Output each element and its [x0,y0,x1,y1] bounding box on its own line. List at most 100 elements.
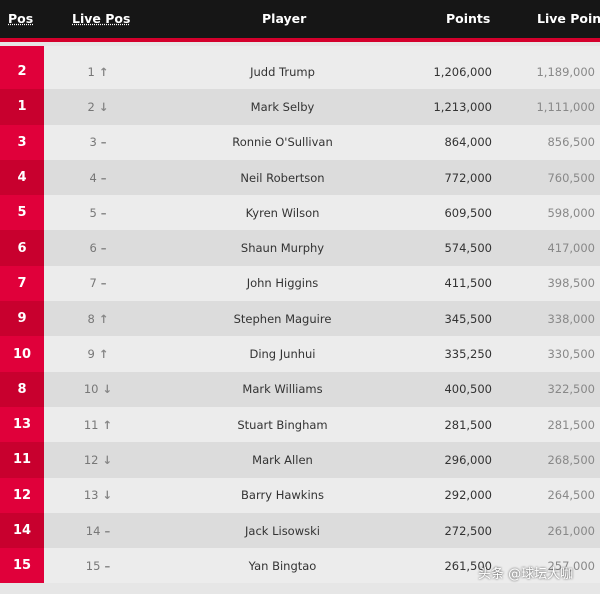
header-live-points: Live Points [537,11,600,26]
player-name[interactable]: Neil Robertson [240,170,325,185]
live-pos-cell: 10 ↓ [70,372,126,407]
player-name[interactable]: Ding Junhui [249,347,316,362]
trend-up-icon: ↑ [98,347,109,362]
player-name[interactable]: Mark Allen [252,452,313,467]
live-pos-value: 8 [87,311,95,326]
live-points-cell: 257,000 [547,558,595,573]
live-points-cell: 417,000 [547,241,595,256]
trend-same-icon: – [104,558,111,573]
points-cell: 335,250 [444,347,492,362]
player-name[interactable]: Mark Selby [250,99,315,114]
live-points-cell: 398,500 [547,276,595,291]
player-name[interactable]: Judd Trump [250,64,315,79]
live-points-cell: 856,500 [547,135,595,150]
table-row[interactable]: 7 7– John Higgins 411,500 398,500 [0,265,600,302]
live-pos-cell: 2 ↓ [70,89,126,124]
pos-cell: 11 [0,442,44,478]
player-name[interactable]: Jack Lisowski [245,523,320,538]
live-pos-cell: 9 ↑ [70,336,126,371]
live-points-cell: 261,000 [547,523,595,538]
trend-down-icon: ↓ [102,452,113,467]
points-cell: 261,500 [444,558,492,573]
live-pos-value: 11 [83,417,99,432]
player-name[interactable]: Mark Williams [242,382,323,397]
table-row[interactable]: 12 13 ↓ Barry Hawkins 292,000 264,500 [0,477,600,513]
live-pos-cell: 7– [70,266,126,301]
player-name[interactable]: John Higgins [246,276,319,291]
live-pos-cell: 5– [70,195,126,230]
table-row[interactable]: 4 4– Neil Robertson 772,000 760,500 [0,159,600,196]
live-pos-cell: 12 ↓ [70,442,126,477]
pos-cell: 2 [0,54,44,90]
table-row[interactable]: 6 6– Shaun Murphy 574,500 417,000 [0,230,600,266]
rankings-table: 2 1 ↑ Judd Trump 1,206,000 1,189,000 1 2 ↓ … [0,54,600,584]
live-pos-value: 14 [85,523,101,538]
live-points-cell: 268,500 [547,452,595,467]
table-row[interactable]: 1 2 ↓ Mark Selby 1,213,000 1,111,000 [0,89,600,125]
points-cell: 345,500 [444,311,492,326]
live-pos-cell: 3– [70,125,126,160]
points-cell: 1,206,000 [433,64,492,79]
live-pos-value: 12 [83,452,99,467]
trend-up-icon: ↑ [98,311,109,326]
player-name[interactable]: Ronnie O'Sullivan [232,135,333,150]
player-name[interactable]: Barry Hawkins [241,488,324,503]
header-player: Player [262,11,307,26]
live-pos-value: 5 [89,205,97,220]
player-name[interactable]: Stuart Bingham [237,417,328,432]
points-cell: 400,500 [444,382,492,397]
live-points-cell: 760,500 [547,170,595,185]
watermark: 头条 @球坛大咖 [478,567,574,582]
header-pos[interactable]: Pos [8,11,34,26]
live-pos-cell: 15– [70,548,126,583]
table-row[interactable]: 11 12 ↓ Mark Allen 296,000 268,500 [0,442,600,478]
table-row[interactable]: 15 15– Yan Bingtao 261,500 257,000 [0,548,600,584]
trend-up-icon: ↑ [98,64,109,79]
points-cell: 281,500 [444,417,492,432]
pos-cell: 12 [0,477,44,513]
points-cell: 292,000 [444,488,492,503]
trend-same-icon: – [100,135,107,150]
live-pos-cell: 11 ↑ [70,407,126,442]
trend-same-icon: – [100,205,107,220]
trend-same-icon: – [100,276,107,291]
pos-cell: 10 [0,336,44,372]
live-points-cell: 598,000 [547,205,595,220]
trend-same-icon: – [100,170,107,185]
pos-cell: 4 [0,159,44,196]
live-pos-cell: 8 ↑ [70,301,126,336]
live-points-cell: 322,500 [547,382,595,397]
table-row[interactable]: 5 5– Kyren Wilson 609,500 598,000 [0,195,600,231]
player-name[interactable]: Yan Bingtao [248,558,317,573]
live-pos-cell: 4– [70,160,126,195]
trend-up-icon: ↑ [102,417,113,432]
trend-down-icon: ↓ [102,382,113,397]
header-live-pos[interactable]: Live Pos [72,11,131,26]
table-row[interactable]: 10 9 ↑ Ding Junhui 335,250 330,500 [0,336,600,372]
trend-down-icon: ↓ [98,99,109,114]
player-name[interactable]: Shaun Murphy [240,241,325,256]
points-cell: 609,500 [444,205,492,220]
live-pos-cell: 14– [70,513,126,548]
table-row[interactable]: 14 14– Jack Lisowski 272,500 261,000 [0,512,600,549]
points-cell: 1,213,000 [433,99,492,114]
live-pos-value: 3 [89,135,97,150]
player-name[interactable]: Stephen Maguire [233,311,332,326]
live-pos-value: 6 [89,241,97,256]
pos-cell: 6 [0,230,44,266]
live-pos-value: 9 [87,347,95,362]
table-row[interactable]: 3 3– Ronnie O'Sullivan 864,000 856,500 [0,124,600,160]
table-row[interactable]: 2 1 ↑ Judd Trump 1,206,000 1,189,000 [0,54,600,90]
live-points-cell: 281,500 [547,417,595,432]
player-name[interactable]: Kyren Wilson [245,205,320,220]
table-row[interactable]: 8 10 ↓ Mark Williams 400,500 322,500 [0,371,600,407]
live-pos-value: 1 [87,64,95,79]
points-cell: 272,500 [444,523,492,538]
trend-down-icon: ↓ [102,488,113,503]
table-row[interactable]: 13 11 ↑ Stuart Bingham 281,500 281,500 [0,406,600,443]
spacer [0,46,600,54]
table-row[interactable]: 9 8 ↑ Stephen Maguire 345,500 338,000 [0,301,600,337]
live-pos-value: 10 [83,382,99,397]
live-points-cell: 264,500 [547,488,595,503]
points-cell: 411,500 [444,276,492,291]
